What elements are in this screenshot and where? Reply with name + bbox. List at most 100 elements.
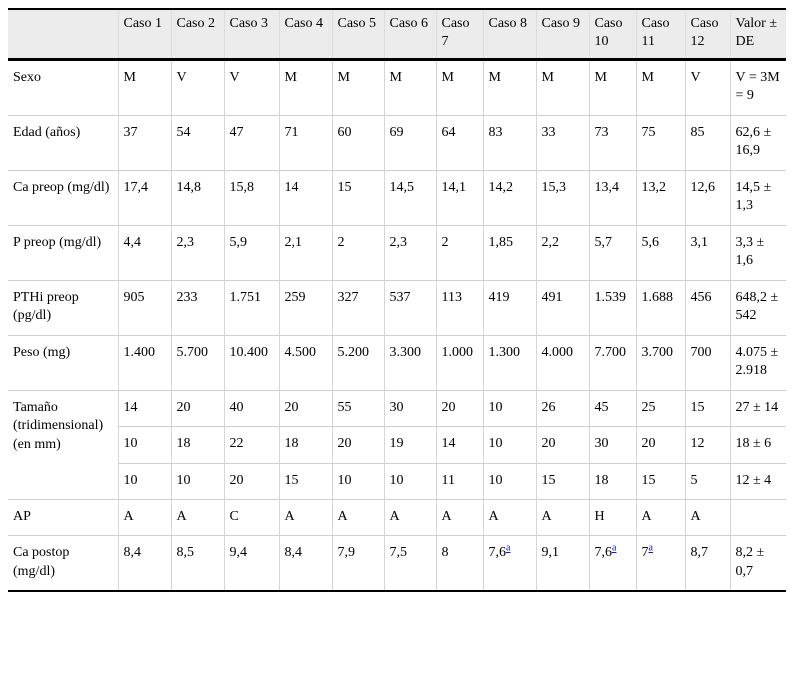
value-cell: 5,6 bbox=[635, 224, 686, 281]
column-header: Caso 4 bbox=[278, 9, 333, 61]
column-header: Caso 9 bbox=[535, 9, 590, 61]
value-cell: M bbox=[383, 59, 437, 116]
value-cell: 30 bbox=[383, 389, 437, 427]
value-cell: A bbox=[535, 498, 590, 536]
value-cell: 4.500 bbox=[278, 334, 333, 391]
value-cell: A bbox=[117, 498, 172, 536]
column-header: Caso 12 bbox=[684, 9, 731, 61]
value-cell: 14,2 bbox=[482, 169, 537, 226]
value-cell: 12,6 bbox=[684, 169, 731, 226]
row-label: PTHi preop (pg/dl) bbox=[8, 279, 119, 336]
column-header: Caso 11 bbox=[635, 9, 686, 61]
value-cell: 22 bbox=[223, 426, 280, 463]
value-cell: 10 bbox=[482, 389, 537, 427]
value-cell: M bbox=[635, 59, 686, 116]
table-body: Sexo M V V M M M M M M M M V V = 3M = 9 Edad (años) 37 5… bbox=[8, 59, 786, 592]
value-cell: 7a bbox=[635, 535, 686, 592]
value-cell: 73 bbox=[588, 114, 637, 171]
value-cell: 20 bbox=[635, 426, 686, 463]
value-cell: 14 bbox=[278, 169, 333, 226]
value-cell: 2,2 bbox=[535, 224, 590, 281]
value-cell: A bbox=[278, 498, 333, 536]
value-cell: 15 bbox=[684, 389, 731, 427]
value-cell: A bbox=[383, 498, 437, 536]
value-cell: 5,9 bbox=[223, 224, 280, 281]
value-cell: 14 bbox=[117, 389, 172, 427]
column-header: Caso 10 bbox=[588, 9, 637, 61]
value-cell: 37 bbox=[117, 114, 172, 171]
value-cell: 13,4 bbox=[588, 169, 637, 226]
value-cell: 18 bbox=[278, 426, 333, 463]
table-row: P preop (mg/dl) 4,4 2,3 5,9 2,1 2 2,3 2 1,85 2,2 5… bbox=[8, 224, 786, 281]
value-cell: 20 bbox=[535, 426, 590, 463]
value-cell: 20 bbox=[170, 389, 225, 427]
value-cell: V bbox=[223, 59, 280, 116]
value-cell: 5.700 bbox=[170, 334, 225, 391]
value-cell: 491 bbox=[535, 279, 590, 336]
value-cell: A bbox=[635, 498, 686, 536]
value-cell: 14,5 ± 1,3 bbox=[729, 169, 786, 226]
value-cell: 27 ± 14 bbox=[729, 389, 786, 427]
value-cell: 20 bbox=[278, 389, 333, 427]
value-cell: 2 bbox=[435, 224, 484, 281]
value-cell: 10 bbox=[118, 462, 172, 500]
column-header: Caso 3 bbox=[223, 9, 280, 61]
value-cell: V = 3M = 9 bbox=[729, 59, 786, 116]
value-cell: C bbox=[223, 498, 280, 536]
table-row: AP A A C A A A A A A H A A bbox=[8, 498, 786, 536]
footnote-link[interactable]: a bbox=[612, 542, 617, 554]
value-cell: 8 bbox=[435, 535, 484, 592]
value-cell: V bbox=[684, 59, 731, 116]
value-cell: 55 bbox=[331, 389, 385, 427]
table-row: PTHi preop (pg/dl) 905 233 1.751 259 327 537 11… bbox=[8, 279, 786, 336]
value-cell: 1.400 bbox=[117, 334, 172, 391]
value-cell: 45 bbox=[588, 389, 637, 427]
table-row: Sexo M V V M M M M M M M M V V = 3M = 9 bbox=[8, 59, 786, 116]
document-page: Caso 1 Caso 2 Caso 3 Caso 4 Caso 5 Caso 6 Caso… bbox=[8, 8, 786, 593]
value-cell: 8,5 bbox=[170, 535, 225, 592]
value-cell: 75 bbox=[635, 114, 686, 171]
value-cell: 7.700 bbox=[588, 334, 637, 391]
column-header: Caso 1 bbox=[117, 9, 172, 61]
value-cell: 18 ± 6 bbox=[729, 426, 786, 463]
row-label: Ca postop (mg/dl) bbox=[8, 535, 119, 592]
value-cell: 7,5 bbox=[383, 535, 437, 592]
column-header: Caso 8 bbox=[482, 9, 537, 61]
value-cell: 40 bbox=[223, 389, 280, 427]
value-cell: 25 bbox=[635, 389, 686, 427]
value-cell: 69 bbox=[383, 114, 437, 171]
value-cell: 18 bbox=[170, 426, 225, 463]
value-cell: A bbox=[684, 498, 731, 536]
value-cell: 71 bbox=[278, 114, 333, 171]
value-cell: 14,1 bbox=[435, 169, 484, 226]
value-cell: 47 bbox=[223, 114, 280, 171]
value-cell: 8,7 bbox=[684, 535, 731, 592]
table-row: 10 10 20 15 10 10 11 10 15 18 15 5 12 ± 4 bbox=[8, 462, 786, 500]
row-label: Sexo bbox=[8, 59, 119, 116]
value-cell: H bbox=[588, 498, 637, 536]
value-cell: M bbox=[278, 59, 333, 116]
row-label: Edad (años) bbox=[8, 114, 119, 171]
table-row: Ca preop (mg/dl) 17,4 14,8 15,8 14 15 14,5 14,1… bbox=[8, 169, 786, 226]
value-cell: 7,6a bbox=[482, 535, 537, 592]
value-cell: M bbox=[117, 59, 172, 116]
value-cell: M bbox=[482, 59, 537, 116]
value-cell: 1.300 bbox=[482, 334, 537, 391]
value-cell: 456 bbox=[684, 279, 731, 336]
value-cell: A bbox=[170, 498, 225, 536]
value-cell: 10 bbox=[331, 462, 385, 500]
value-cell: 12 bbox=[684, 426, 731, 463]
value-cell: 7,9 bbox=[331, 535, 385, 592]
value-cell: 20 bbox=[223, 462, 280, 500]
value-cell: 10.400 bbox=[223, 334, 280, 391]
value-cell: 30 bbox=[588, 426, 637, 463]
header-row: Caso 1 Caso 2 Caso 3 Caso 4 Caso 5 Caso 6 Caso… bbox=[8, 9, 786, 61]
footnote-link[interactable]: a bbox=[648, 542, 653, 554]
footnote-link[interactable]: a bbox=[506, 542, 511, 554]
value-cell: 2 bbox=[331, 224, 385, 281]
value-cell: M bbox=[535, 59, 590, 116]
value-cell: 3,1 bbox=[684, 224, 731, 281]
value-cell: 85 bbox=[684, 114, 731, 171]
value-cell: 83 bbox=[482, 114, 537, 171]
value-cell: 7,6a bbox=[588, 535, 637, 592]
